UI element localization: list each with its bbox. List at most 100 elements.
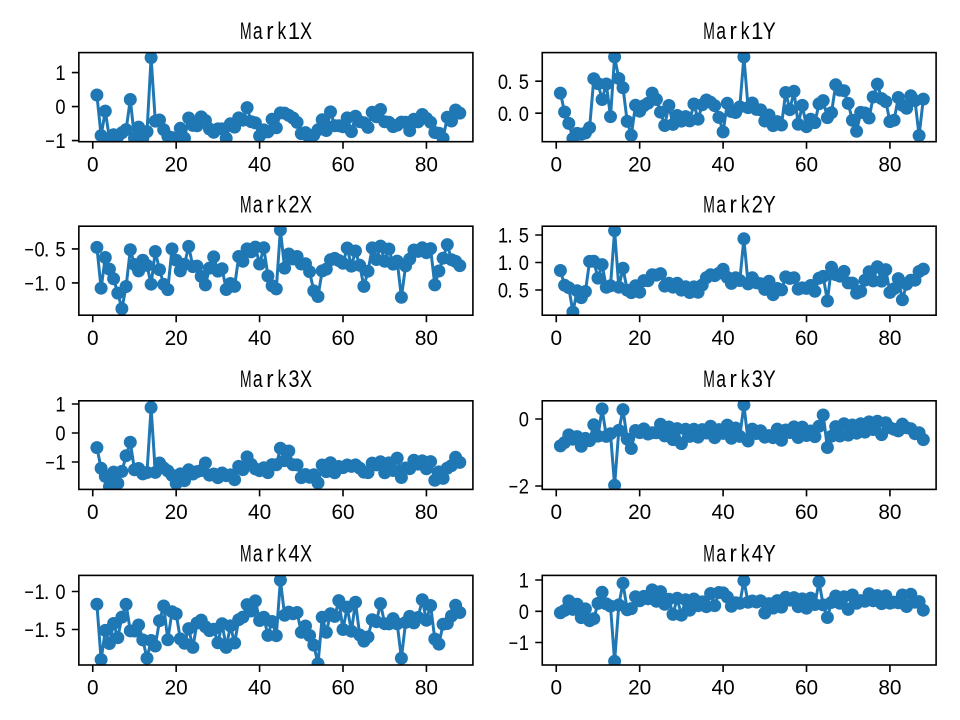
svg-text:M: M	[240, 18, 252, 45]
svg-text:0: 0	[55, 423, 65, 446]
svg-text:−: −	[45, 451, 54, 474]
svg-text:0: 0	[550, 327, 562, 350]
svg-text:.: .	[507, 252, 513, 275]
svg-text:60: 60	[331, 677, 354, 700]
svg-text:k: k	[741, 17, 750, 45]
svg-text:X: X	[300, 365, 312, 392]
svg-text:k: k	[278, 191, 287, 219]
svg-text:M: M	[703, 18, 715, 45]
svg-text:80: 80	[878, 153, 901, 176]
svg-text:5: 5	[519, 225, 529, 248]
svg-text:M: M	[703, 541, 715, 568]
svg-text:60: 60	[331, 153, 354, 176]
svg-text:20: 20	[165, 501, 188, 524]
svg-text:40: 40	[248, 327, 271, 350]
svg-text:40: 40	[712, 327, 735, 350]
svg-text:a: a	[253, 17, 263, 45]
svg-text:a: a	[716, 540, 726, 568]
svg-text:60: 60	[795, 677, 818, 700]
svg-text:k: k	[741, 191, 750, 219]
svg-text:0: 0	[519, 601, 529, 624]
svg-text:1: 1	[498, 252, 508, 275]
svg-text:1: 1	[498, 225, 508, 248]
svg-text:r: r	[729, 190, 737, 217]
svg-text:0: 0	[55, 581, 65, 604]
svg-text:Y: Y	[763, 365, 776, 393]
svg-text:0: 0	[34, 238, 44, 261]
svg-text:60: 60	[795, 501, 818, 524]
svg-text:80: 80	[878, 327, 901, 350]
svg-text:40: 40	[712, 501, 735, 524]
svg-text:2: 2	[288, 191, 299, 218]
svg-text:r: r	[729, 365, 737, 392]
svg-text:.: .	[507, 280, 513, 303]
svg-text:60: 60	[331, 501, 354, 524]
svg-text:.: .	[44, 273, 50, 296]
svg-text:3: 3	[288, 365, 299, 392]
svg-text:80: 80	[878, 677, 901, 700]
svg-text:0: 0	[498, 280, 508, 303]
svg-text:0: 0	[87, 327, 99, 350]
svg-text:0: 0	[519, 409, 529, 432]
svg-text:60: 60	[795, 327, 818, 350]
svg-text:20: 20	[628, 501, 651, 524]
svg-text:1: 1	[34, 619, 44, 642]
svg-text:a: a	[716, 191, 726, 219]
svg-text:−: −	[24, 618, 33, 641]
svg-text:r: r	[266, 190, 274, 217]
svg-text:40: 40	[248, 501, 271, 524]
svg-text:0: 0	[498, 103, 508, 126]
svg-text:0: 0	[550, 677, 562, 700]
svg-text:1: 1	[34, 581, 44, 604]
svg-text:.: .	[44, 239, 50, 262]
svg-text:5: 5	[55, 238, 65, 261]
svg-text:60: 60	[795, 153, 818, 176]
svg-text:20: 20	[165, 327, 188, 350]
svg-text:40: 40	[248, 153, 271, 176]
svg-text:40: 40	[248, 677, 271, 700]
svg-text:a: a	[716, 365, 726, 393]
svg-text:80: 80	[415, 153, 438, 176]
svg-text:1: 1	[55, 394, 65, 417]
svg-text:−: −	[24, 272, 33, 295]
svg-text:0: 0	[87, 677, 99, 700]
svg-text:.: .	[44, 619, 50, 642]
svg-text:2: 2	[752, 191, 763, 218]
svg-text:k: k	[278, 540, 287, 568]
svg-text:80: 80	[878, 501, 901, 524]
svg-text:1: 1	[751, 17, 763, 44]
svg-text:20: 20	[628, 153, 651, 176]
svg-text:r: r	[729, 17, 737, 44]
svg-text:40: 40	[712, 153, 735, 176]
svg-text:X: X	[300, 191, 312, 218]
svg-text:M: M	[703, 192, 715, 219]
svg-text:4: 4	[288, 540, 299, 567]
svg-text:.: .	[507, 103, 513, 126]
svg-text:.: .	[44, 581, 50, 604]
svg-text:0: 0	[550, 501, 562, 524]
svg-text:0: 0	[87, 501, 99, 524]
svg-text:0: 0	[498, 71, 508, 94]
svg-text:20: 20	[628, 677, 651, 700]
svg-text:0: 0	[55, 96, 65, 119]
svg-text:−: −	[509, 475, 518, 498]
svg-text:a: a	[253, 191, 263, 219]
svg-text:k: k	[741, 540, 750, 568]
svg-text:1: 1	[55, 452, 65, 475]
svg-text:k: k	[278, 17, 287, 45]
svg-text:k: k	[278, 365, 287, 393]
svg-text:M: M	[240, 192, 252, 219]
svg-text:−: −	[24, 580, 33, 603]
svg-text:Y: Y	[763, 540, 776, 568]
svg-text:M: M	[703, 366, 715, 393]
svg-text:4: 4	[752, 540, 763, 567]
svg-text:−: −	[509, 631, 518, 654]
svg-text:1: 1	[55, 62, 65, 85]
svg-text:0: 0	[519, 252, 529, 275]
svg-text:1: 1	[519, 570, 529, 593]
svg-text:5: 5	[55, 619, 65, 642]
svg-text:Y: Y	[763, 190, 776, 218]
svg-text:20: 20	[628, 327, 651, 350]
svg-text:5: 5	[519, 71, 529, 94]
svg-text:a: a	[716, 17, 726, 45]
